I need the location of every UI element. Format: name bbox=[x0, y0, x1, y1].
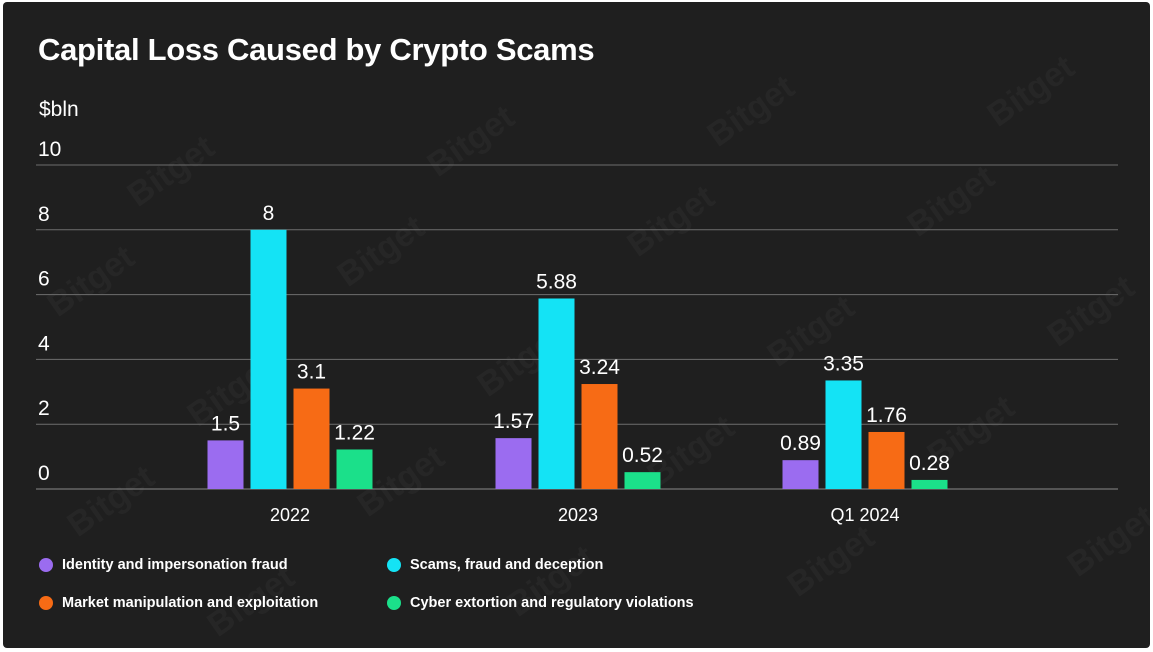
bar bbox=[250, 229, 287, 490]
bar bbox=[207, 440, 244, 489]
bar-value-label: 0.89 bbox=[780, 432, 821, 455]
bar-chart: 0 2 4 6 8 10 1.5 8 3.1 1.22 2022 1.57 5.88 3.24 0.52 20… bbox=[36, 138, 1118, 525]
bar bbox=[911, 479, 948, 489]
bar-value-label: 3.35 bbox=[823, 352, 864, 375]
bar bbox=[868, 431, 905, 489]
bar bbox=[624, 472, 661, 489]
bar bbox=[825, 380, 862, 489]
x-tick-label: 2023 bbox=[558, 505, 598, 525]
bar bbox=[336, 449, 373, 489]
y-tick-label: 4 bbox=[38, 332, 50, 355]
y-axis-unit-label: $bln bbox=[39, 98, 79, 121]
y-tick-label: 0 bbox=[38, 462, 50, 485]
bar-value-label: 1.57 bbox=[493, 410, 534, 433]
bar bbox=[782, 460, 819, 489]
y-tick-label: 6 bbox=[38, 268, 50, 291]
chart-title: Capital Loss Caused by Crypto Scams bbox=[38, 32, 595, 67]
bar bbox=[495, 438, 532, 489]
y-tick-label: 10 bbox=[38, 138, 61, 161]
y-tick-label: 2 bbox=[38, 397, 50, 420]
bar-value-label: 1.5 bbox=[211, 412, 240, 435]
bar-value-label: 1.76 bbox=[866, 404, 907, 427]
bar bbox=[293, 388, 330, 489]
bar-value-label: 8 bbox=[263, 202, 275, 225]
chart-card: BitgetBitgetBitgetBitgetBitgetBitgetBitg… bbox=[3, 2, 1150, 648]
bar-value-label: 1.22 bbox=[334, 421, 375, 444]
bar bbox=[538, 298, 575, 489]
bar-value-label: 3.24 bbox=[579, 356, 620, 379]
x-tick-label: Q1 2024 bbox=[830, 505, 899, 525]
bar-value-label: 5.88 bbox=[536, 270, 577, 293]
y-tick-label: 8 bbox=[38, 203, 50, 226]
bar-value-label: 3.1 bbox=[297, 361, 326, 384]
bar bbox=[581, 384, 618, 489]
x-tick-label: 2022 bbox=[270, 505, 310, 525]
bar-value-label: 0.52 bbox=[622, 444, 663, 467]
bar-value-label: 0.28 bbox=[909, 452, 950, 475]
